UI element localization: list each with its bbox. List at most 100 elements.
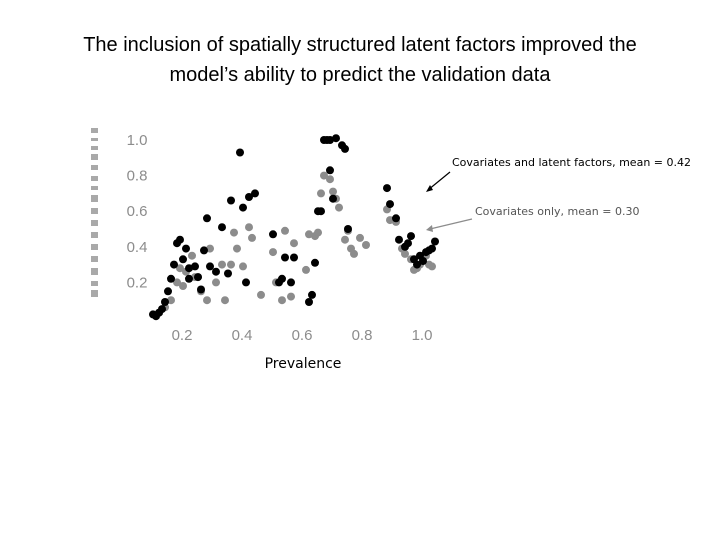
slide-title-line-1: The inclusion of spatially structured la… [83, 34, 637, 56]
point-covariates-13 [212, 278, 220, 287]
point-covariates-29 [302, 265, 310, 274]
point-covariates-18 [233, 244, 241, 253]
point-latent-26 [242, 278, 250, 287]
y-axis-blur-mark-1 [91, 138, 98, 141]
point-latent-31 [278, 274, 286, 283]
point-covariates-5 [179, 282, 187, 290]
point-latent-4 [161, 298, 169, 306]
annotation-latent: Covariates and latent factors, mean = 0.… [452, 156, 691, 169]
y-tick-label-2: 0.6 [127, 203, 148, 220]
point-covariates-42 [350, 249, 358, 258]
point-latent-47 [341, 144, 349, 153]
point-latent-63 [431, 237, 439, 246]
point-latent-17 [200, 246, 208, 255]
point-covariates-27 [287, 292, 295, 301]
point-covariates-25 [278, 296, 286, 305]
point-latent-35 [305, 298, 313, 306]
point-latent-19 [206, 262, 214, 271]
annotation-covariates-arrowhead [426, 225, 433, 232]
y-tick-label-1: 0.4 [127, 239, 148, 256]
point-covariates-21 [248, 233, 256, 242]
x-tick-label-4: 1.0 [412, 327, 433, 344]
point-covariates-35 [326, 175, 334, 184]
x-tick-label-1: 0.4 [232, 327, 253, 344]
point-latent-10 [179, 255, 187, 264]
point-latent-36 [308, 290, 316, 299]
point-latent-16 [197, 285, 205, 294]
data-points [149, 134, 439, 321]
point-covariates-30 [305, 230, 313, 239]
point-covariates-15 [221, 296, 229, 305]
x-tick-label-2: 0.6 [292, 327, 313, 344]
y-axis-blur-mark-0 [91, 128, 98, 133]
point-covariates-43 [356, 233, 364, 242]
point-covariates-23 [269, 248, 277, 257]
point-covariates-28 [290, 239, 298, 248]
point-latent-15 [194, 273, 202, 282]
slide-title: The inclusion of spatially structured la… [20, 30, 700, 90]
point-latent-50 [386, 200, 394, 209]
y-axis-blur-mark-14 [91, 281, 98, 286]
point-latent-57 [413, 260, 421, 269]
point-covariates-34 [320, 171, 328, 180]
point-latent-13 [185, 264, 193, 273]
point-latent-18 [203, 214, 211, 223]
y-axis-blurred-label [91, 128, 98, 297]
point-covariates-14 [218, 260, 226, 269]
point-covariates-7 [188, 251, 196, 260]
point-covariates-12 [206, 244, 214, 253]
point-latent-24 [236, 148, 244, 157]
point-latent-59 [419, 257, 427, 265]
point-latent-22 [224, 269, 232, 278]
point-latent-20 [212, 267, 220, 276]
point-covariates-33 [317, 189, 325, 198]
point-latent-11 [182, 244, 190, 253]
point-covariates-49 [401, 249, 409, 258]
point-covariates-4 [176, 264, 184, 273]
y-axis-blur-mark-15 [91, 290, 98, 297]
point-latent-43 [326, 166, 334, 175]
point-covariates-2 [167, 296, 175, 305]
point-covariates-36 [329, 187, 337, 196]
y-tick-label-0: 0.2 [127, 274, 148, 291]
point-latent-52 [395, 235, 403, 244]
point-latent-42 [326, 136, 334, 144]
y-axis-blur-mark-8 [91, 208, 98, 214]
annotation-latent-arrow [427, 171, 451, 191]
point-covariates-39 [341, 235, 349, 244]
x-tick-labels: 0.2 0.4 0.6 0.8 1.0 [172, 327, 433, 344]
point-covariates-3 [173, 278, 181, 287]
point-latent-34 [290, 253, 298, 262]
y-axis-blur-mark-11 [91, 244, 98, 250]
point-covariates-22 [257, 290, 265, 299]
point-latent-14 [191, 262, 199, 271]
point-covariates-16 [227, 260, 235, 269]
point-latent-48 [344, 225, 352, 233]
point-latent-29 [269, 230, 277, 239]
x-tick-label-3: 0.8 [352, 327, 373, 344]
annotation-covariates-arrow [429, 218, 473, 230]
point-covariates-32 [314, 228, 322, 237]
y-axis-blur-mark-6 [91, 186, 98, 190]
annotation-covariates: Covariates only, mean = 0.30 [475, 205, 639, 218]
y-axis-blur-mark-9 [91, 220, 98, 226]
point-latent-5 [164, 287, 172, 296]
point-latent-25 [239, 203, 247, 212]
point-covariates-38 [335, 203, 343, 212]
y-tick-label-4: 1.0 [127, 132, 148, 149]
point-latent-28 [251, 189, 259, 198]
point-covariates-57 [428, 262, 436, 271]
y-axis-blur-mark-3 [91, 154, 98, 160]
point-latent-51 [392, 214, 400, 223]
point-covariates-20 [245, 223, 253, 232]
y-axis-blur-mark-2 [91, 146, 98, 150]
point-latent-7 [170, 260, 178, 269]
y-axis-blur-mark-10 [91, 232, 98, 238]
point-latent-45 [332, 134, 340, 143]
point-latent-39 [317, 207, 325, 216]
y-axis-blur-mark-13 [91, 268, 98, 275]
annotations: Covariates and latent factors, mean = 0.… [426, 156, 691, 232]
y-tick-labels: 0.2 0.4 0.6 0.8 1.0 [127, 132, 148, 291]
slide-title-line-2: model’s ability to predict the validatio… [169, 64, 551, 86]
